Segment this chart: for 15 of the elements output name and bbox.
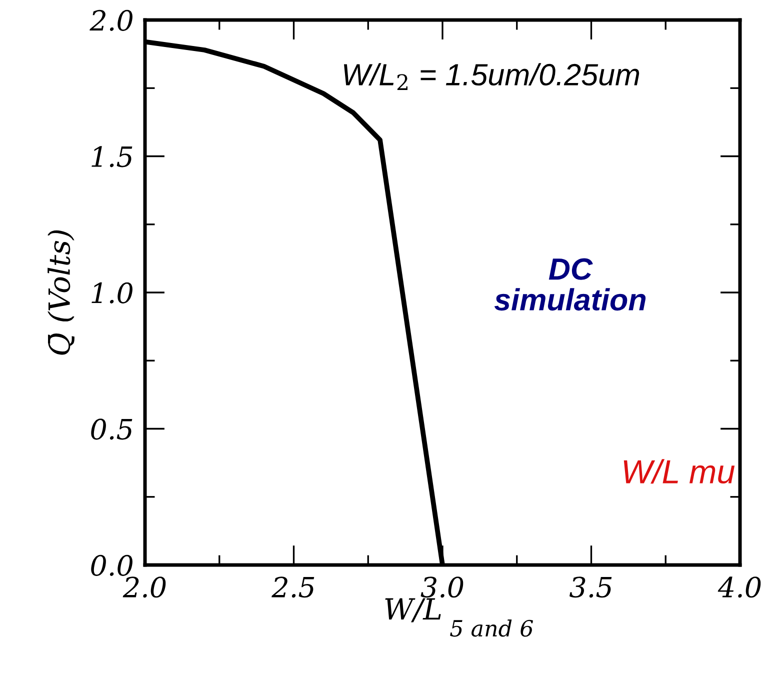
- y-tick-label: 1.0: [92, 282, 132, 304]
- x-tick-label: 4.0: [718, 576, 761, 598]
- x-tick-label: 3.0: [420, 576, 464, 598]
- x-tick-label: 2.5: [272, 576, 314, 598]
- x-tick-label: 3.5: [570, 576, 612, 598]
- annotation: W/L mu: [624, 459, 735, 484]
- annotation: W/L$_{2}$ = 1.5um/0.25um: [344, 63, 640, 90]
- y-tick-label: 0.0: [91, 554, 132, 576]
- y-tick-label: 2.0: [90, 10, 132, 31]
- y-axis-title: Q̄ (Volts): [48, 230, 74, 355]
- y-tick-label: 1.5: [92, 146, 132, 168]
- x-tick-label: 2.0: [122, 576, 166, 598]
- annotation: DC simulation: [494, 258, 646, 311]
- x-axis-title: W/L5 and 6: [385, 598, 534, 637]
- y-tick-label: 0.5: [91, 418, 132, 440]
